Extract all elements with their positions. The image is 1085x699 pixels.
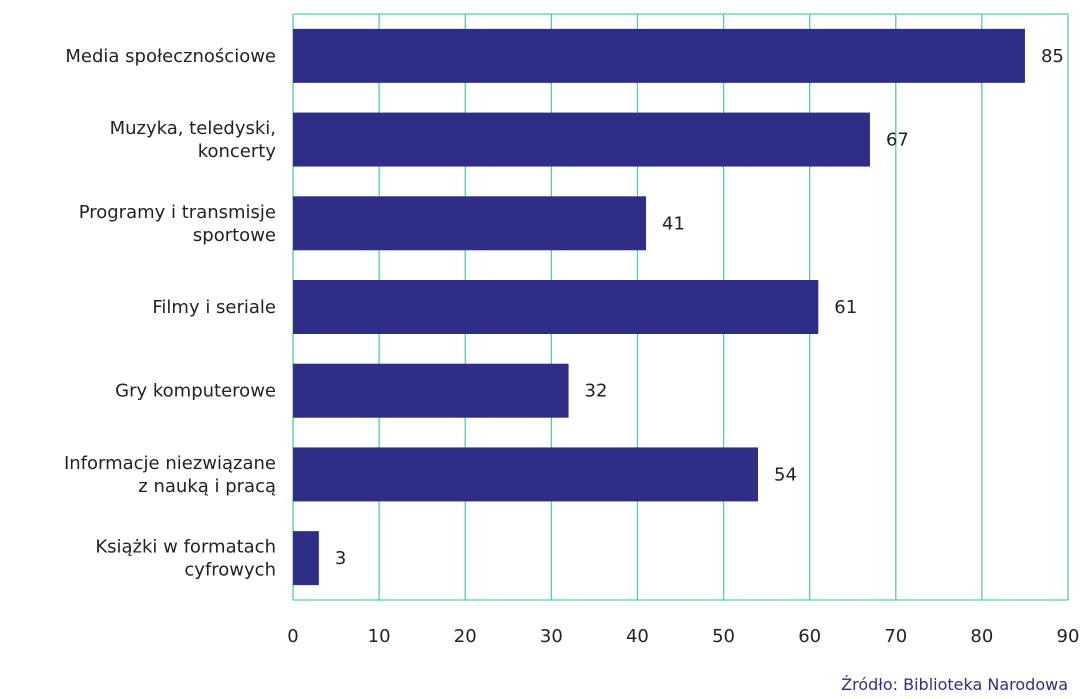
category-label: Media społecznościowe	[65, 46, 276, 67]
bar-value-label: 3	[335, 548, 346, 569]
category-label-line: Programy i transmisje	[79, 202, 276, 223]
bar-value-label: 32	[585, 381, 608, 402]
bar-value-label: 85	[1041, 46, 1064, 67]
x-tick-label: 70	[884, 626, 907, 647]
category-label-line: cyfrowych	[184, 560, 276, 581]
category-label-line: z nauką i pracą	[138, 476, 276, 497]
bar	[293, 363, 569, 418]
category-label-line: Muzyka, teledyski,	[110, 118, 276, 139]
x-tick-label: 80	[970, 626, 993, 647]
category-label: Książki w formatach cyfrowych	[95, 537, 276, 581]
bar-value-label: 61	[834, 297, 857, 318]
x-tick-label: 40	[626, 626, 649, 647]
x-tick-label: 10	[368, 626, 391, 647]
x-tick-label: 50	[712, 626, 735, 647]
category-label: Filmy i seriale	[152, 297, 276, 318]
category-label-line: sportowe	[193, 225, 276, 246]
value-labels: 85 67 41 61 32 54 3	[335, 46, 1064, 569]
x-tick-label: 90	[1057, 626, 1080, 647]
category-labels: Media społecznościowe Muzyka, teledyski, k…	[64, 46, 276, 581]
bar-value-label: 67	[886, 130, 909, 151]
x-tick-label: 0	[287, 626, 298, 647]
category-label: Muzyka, teledyski, koncerty	[110, 118, 277, 162]
category-label-line: Gry komputerowe	[115, 381, 276, 402]
bar	[293, 531, 319, 586]
x-tick-label: 30	[540, 626, 563, 647]
category-label-line: koncerty	[198, 141, 277, 162]
bars	[293, 28, 1025, 586]
category-label-line: Media społecznościowe	[65, 46, 276, 67]
bar	[293, 280, 819, 334]
category-label-line: Książki w formatach	[95, 537, 276, 558]
category-label: Programy i transmisje sportowe	[79, 202, 276, 246]
bar	[293, 196, 647, 251]
category-label: Informacje niezwiązane z nauką i pracą	[64, 453, 276, 497]
category-label: Gry komputerowe	[115, 381, 276, 402]
bar	[293, 447, 758, 502]
category-label-line: Filmy i seriale	[152, 297, 276, 318]
bar	[293, 28, 1025, 83]
bar-value-label: 54	[774, 464, 797, 485]
x-tick-label: 20	[454, 626, 477, 647]
bar-value-label: 41	[662, 213, 685, 234]
source-note: Źródło: Biblioteka Narodowa	[841, 675, 1068, 694]
category-label-line: Informacje niezwiązane	[64, 453, 276, 474]
x-tick-label: 60	[798, 626, 821, 647]
bar	[293, 112, 870, 167]
x-axis-tick-labels: 0 10 20 30 40 50 60 70 80 90	[287, 626, 1079, 647]
